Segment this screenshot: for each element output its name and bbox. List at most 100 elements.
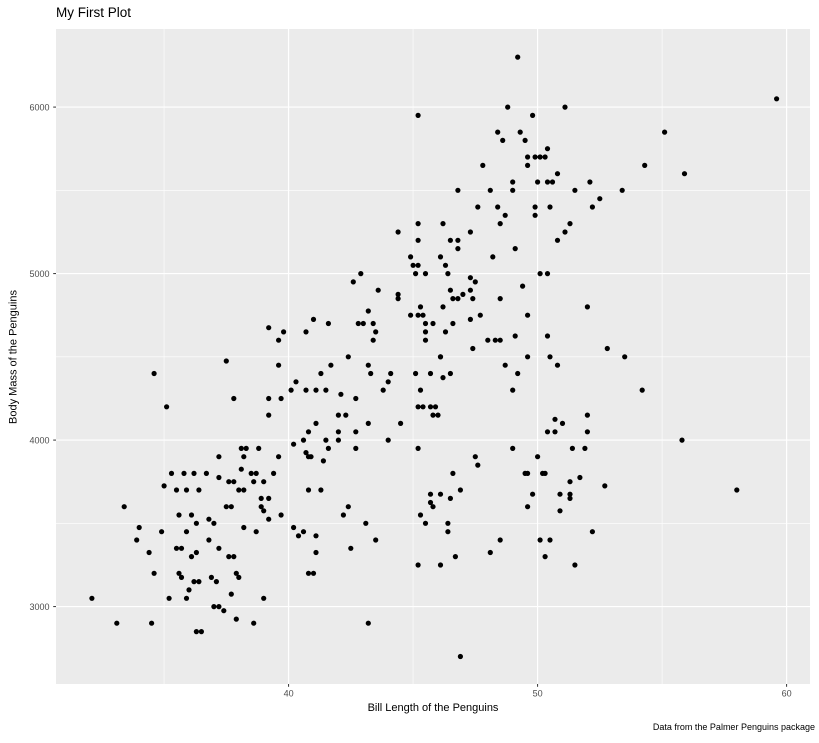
data-point	[535, 454, 541, 460]
data-point	[584, 412, 591, 418]
data-point	[295, 533, 302, 539]
data-point	[537, 537, 543, 543]
data-point	[178, 574, 185, 581]
data-point	[415, 237, 421, 243]
data-point	[679, 437, 685, 443]
data-point	[368, 370, 374, 377]
data-point	[510, 445, 516, 451]
data-point	[420, 312, 426, 318]
data-point	[515, 54, 521, 60]
data-point	[375, 287, 381, 293]
data-point	[300, 529, 307, 535]
data-point	[557, 491, 563, 497]
data-point	[353, 445, 359, 451]
data-point	[388, 370, 394, 377]
data-point	[233, 616, 239, 622]
data-point	[193, 520, 199, 526]
data-point	[276, 362, 282, 368]
data-point	[572, 562, 578, 568]
data-point	[261, 508, 267, 514]
data-point	[422, 337, 429, 343]
data-point	[176, 570, 182, 576]
data-point	[549, 179, 556, 185]
data-point	[532, 204, 538, 210]
data-point	[164, 404, 170, 410]
data-point	[258, 504, 264, 510]
data-point	[305, 429, 312, 435]
data-point	[320, 458, 326, 464]
plot-title: My First Plot	[56, 5, 132, 20]
data-point	[467, 316, 473, 322]
data-point	[447, 370, 453, 377]
data-point	[440, 304, 446, 310]
data-point	[520, 283, 526, 289]
data-point	[554, 171, 561, 177]
data-point	[537, 271, 543, 277]
data-point	[597, 196, 603, 202]
data-point	[525, 504, 531, 510]
data-point	[238, 466, 244, 472]
data-point	[216, 604, 222, 610]
data-point	[457, 487, 463, 493]
data-point	[335, 437, 341, 443]
data-point	[216, 474, 222, 481]
data-point	[343, 412, 349, 418]
data-point	[313, 387, 319, 393]
data-point	[310, 316, 317, 322]
data-point	[455, 237, 461, 243]
data-point	[430, 412, 436, 418]
data-point	[251, 620, 257, 626]
data-point	[191, 470, 197, 476]
data-point	[427, 370, 434, 377]
data-point	[639, 387, 645, 393]
data-point	[345, 504, 351, 510]
data-point	[440, 375, 446, 381]
data-point	[562, 229, 568, 235]
data-point	[495, 204, 501, 210]
data-point	[582, 445, 588, 451]
data-point	[422, 520, 429, 526]
data-point	[502, 212, 508, 218]
data-point	[487, 549, 493, 556]
data-point	[385, 379, 391, 385]
data-point	[422, 329, 429, 335]
data-point	[216, 545, 222, 551]
data-point	[415, 112, 421, 118]
data-point	[146, 549, 152, 556]
data-point	[355, 320, 361, 327]
data-point	[261, 595, 267, 601]
data-point	[442, 329, 449, 335]
y-tick-label: 5000	[29, 269, 49, 279]
data-point	[413, 271, 419, 277]
data-point	[485, 337, 491, 343]
data-point	[183, 487, 190, 493]
data-point	[228, 504, 234, 510]
data-point	[467, 287, 473, 293]
data-point	[305, 487, 312, 493]
data-point	[398, 420, 404, 426]
data-point	[417, 387, 424, 393]
data-point	[231, 479, 237, 485]
data-point	[370, 337, 376, 343]
data-point	[353, 395, 359, 402]
data-point	[310, 570, 317, 576]
y-tick-label: 3000	[29, 602, 49, 612]
data-point	[313, 420, 319, 426]
data-point	[467, 229, 473, 235]
data-point	[395, 291, 401, 297]
data-point	[512, 246, 518, 252]
data-point	[525, 312, 531, 318]
data-point	[587, 179, 593, 185]
data-point	[525, 162, 531, 168]
data-point	[266, 516, 272, 522]
data-point	[447, 237, 453, 243]
data-point	[176, 512, 182, 518]
data-point	[216, 454, 222, 460]
data-point	[542, 154, 548, 160]
data-point	[136, 524, 142, 531]
data-point	[510, 179, 516, 185]
data-point	[395, 296, 401, 302]
data-point	[253, 470, 259, 476]
data-point	[181, 470, 187, 476]
